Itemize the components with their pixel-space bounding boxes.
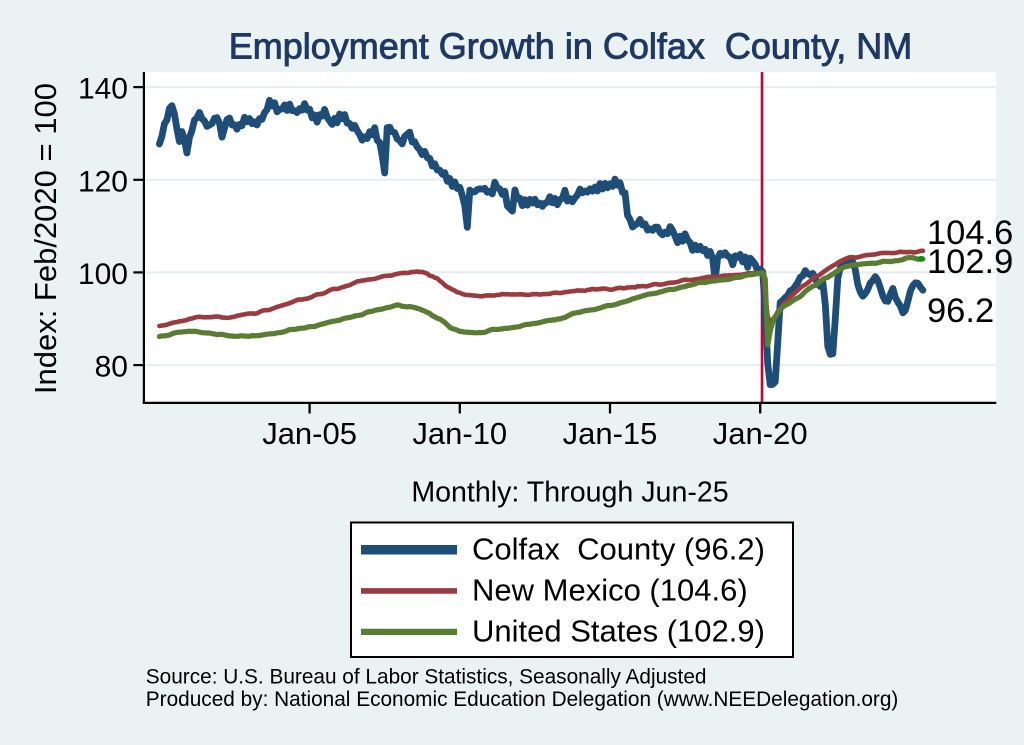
svg-text:80: 80 xyxy=(95,351,128,384)
svg-text:United States (102.9): United States (102.9) xyxy=(472,614,765,649)
svg-text:120: 120 xyxy=(78,165,128,198)
svg-text:Index: Feb/2020 = 100: Index: Feb/2020 = 100 xyxy=(28,83,63,394)
svg-text:96.2: 96.2 xyxy=(927,292,994,330)
svg-text:Produced by: National Economic: Produced by: National Economic Education… xyxy=(146,688,899,711)
svg-text:100: 100 xyxy=(78,258,128,291)
svg-text:Jan-20: Jan-20 xyxy=(713,416,808,451)
svg-text:Colfax County (96.2): Colfax County (96.2) xyxy=(472,532,765,567)
svg-text:140: 140 xyxy=(78,73,128,106)
svg-text:Monthly: Through Jun-25: Monthly: Through Jun-25 xyxy=(411,477,728,509)
svg-text:Source: U.S. Bureau of Labor S: Source: U.S. Bureau of Labor Statistics,… xyxy=(146,666,707,689)
svg-text:New Mexico (104.6): New Mexico (104.6) xyxy=(472,573,748,608)
svg-text:Jan-15: Jan-15 xyxy=(563,416,658,451)
svg-text:104.6: 104.6 xyxy=(927,214,1013,252)
svg-text:Jan-10: Jan-10 xyxy=(412,416,507,451)
svg-text:102.9: 102.9 xyxy=(927,243,1013,281)
svg-text:Employment Growth in Colfax C: Employment Growth in Colfax County, NM xyxy=(229,26,913,67)
svg-text:Jan-05: Jan-05 xyxy=(262,416,357,451)
